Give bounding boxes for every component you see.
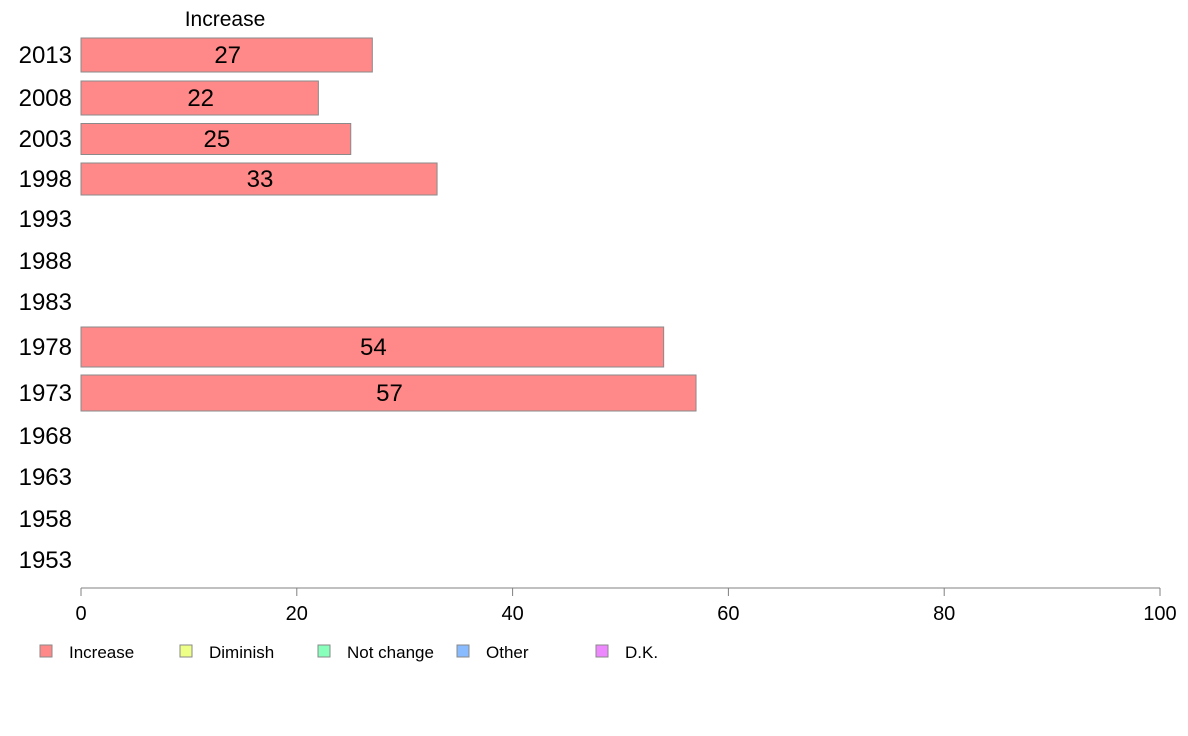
category-label-1988: 1988 (19, 248, 72, 275)
category-label-1968: 1968 (19, 423, 72, 450)
bar-1978-increase (80, 326, 665, 368)
value-label-2003: 25 (204, 126, 231, 153)
bar-2008-increase (80, 80, 319, 116)
series-title: Increase (185, 8, 266, 31)
legend-swatch-d-k- (595, 644, 609, 658)
x-axis: 0 20 40 60 80 100 (75, 587, 1177, 625)
x-tick-label-40: 40 (501, 603, 523, 625)
category-label-2013: 2013 (19, 42, 72, 69)
bars-group (80, 37, 697, 412)
legend-swatch-diminish (179, 644, 193, 658)
category-label-1993: 1993 (19, 206, 72, 233)
category-label-2008: 2008 (19, 85, 72, 112)
legend-swatch-increase (39, 644, 53, 658)
value-label-1973: 57 (376, 380, 403, 407)
category-label-1958: 1958 (19, 506, 72, 533)
legend-label-other: Other (486, 643, 529, 662)
value-label-1998: 33 (247, 166, 274, 193)
legend-label-increase: Increase (69, 643, 134, 662)
category-label-1963: 1963 (19, 464, 72, 491)
bar-1998-increase (80, 162, 438, 196)
x-tick-label-60: 60 (717, 603, 739, 625)
category-label-1978: 1978 (19, 334, 72, 361)
legend: Increase Diminish Not change Other D.K. (39, 643, 658, 662)
legend-label-d-k-: D.K. (625, 643, 658, 662)
value-label-2008: 22 (187, 85, 214, 112)
category-label-2003: 2003 (19, 126, 72, 153)
legend-swatch-not-change (317, 644, 331, 658)
bar-2013-increase (80, 37, 373, 73)
x-tick-label-100: 100 (1143, 603, 1176, 625)
category-labels: 2013 2008 2003 1998 1993 1988 1983 1978 1973 1968… (19, 42, 72, 574)
legend-swatch-other (456, 644, 470, 658)
category-label-1973: 1973 (19, 380, 72, 407)
bar-1973-increase (80, 374, 697, 412)
legend-label-diminish: Diminish (209, 643, 274, 662)
legend-label-not-change: Not change (347, 643, 434, 662)
x-tick-label-20: 20 (286, 603, 308, 625)
value-label-2013: 27 (214, 42, 241, 69)
x-tick-label-0: 0 (75, 603, 86, 625)
x-tick-label-80: 80 (933, 603, 955, 625)
category-label-1983: 1983 (19, 289, 72, 316)
value-label-1978: 54 (360, 334, 387, 361)
category-label-1953: 1953 (19, 547, 72, 574)
category-label-1998: 1998 (19, 166, 72, 193)
bar-2003-increase (80, 123, 352, 155)
